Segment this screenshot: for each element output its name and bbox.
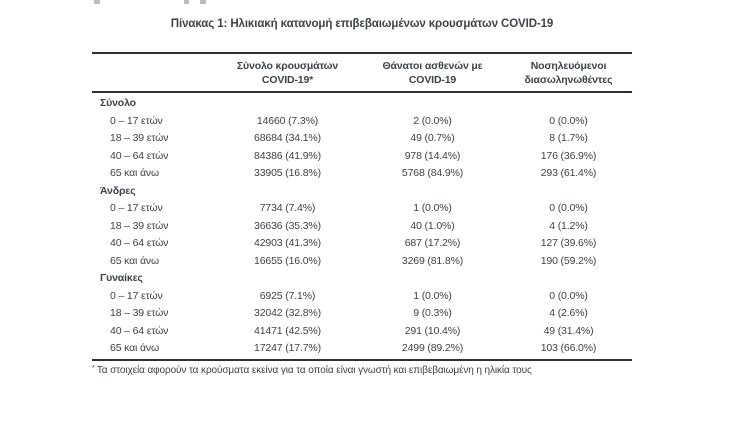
section-header-row-women: Γυναίκες [92, 270, 632, 288]
age-label: 18 – 39 ετών [110, 307, 169, 319]
section-label: Άνδρες [100, 184, 136, 197]
age-label: 40 – 64 ετών [110, 149, 169, 162]
age-label: 40 – 64 ετών [110, 237, 169, 249]
column-header-cases: Σύνολο κρουσμάτων COVID-19* [215, 59, 360, 87]
cut-off-text-fragment [200, 0, 206, 4]
deaths-value: 3269 (81.8%) [401, 254, 464, 267]
column-header-intubated: Νοσηλευόμενοι διασωληνωθέντες [505, 59, 632, 87]
cut-off-text-fragment [184, 0, 189, 4]
section-header-row-total: Σύνολο [92, 95, 632, 113]
cases-value: 68684 (34.1%) [254, 132, 321, 144]
table-row: 0 – 17 ετών 7734 (7.4%) 1 (0.0%) 0 (0.0%… [92, 200, 632, 218]
intubated-value: 0 (0.0%) [549, 202, 588, 214]
cases-value: 14660 (7.3%) [256, 114, 319, 127]
table-row: 18 – 39 ετών 32042 (32.8%) 9 (0.3%) 4 (2… [92, 305, 632, 323]
footnote-text: Τα στοιχεία αφορούν τα κρούσματα εκείνα … [96, 365, 532, 376]
column-header-line: Θάνατοι ασθενών με [382, 59, 483, 72]
table-row: 65 και άνω 16655 (16.0%) 3269 (81.8%) 19… [92, 253, 632, 271]
table-row: 0 – 17 ετών 14660 (7.3%) 2 (0.0%) 0 (0.0… [92, 113, 632, 131]
table-row: 65 και άνω 17247 (17.7%) 2499 (89.2%) 10… [92, 340, 632, 358]
deaths-value: 291 (10.4%) [404, 324, 461, 337]
age-label: 65 και άνω [110, 342, 160, 354]
age-label: 0 – 17 ετών [110, 202, 163, 214]
cases-value: 36636 (35.3%) [254, 219, 321, 232]
cases-value: 16655 (16.0%) [254, 254, 321, 267]
intubated-value: 49 (31.4%) [543, 324, 594, 337]
cases-value: 41471 (42.5%) [254, 324, 321, 337]
table-row: 65 και άνω 33905 (16.8%) 5768 (84.9%) 29… [92, 165, 632, 183]
deaths-value: 49 (0.7%) [410, 132, 455, 144]
table-body: Σύνολο 0 – 17 ετών 14660 (7.3%) 2 (0.0%)… [92, 93, 632, 361]
table-row: 18 – 39 ετών 68684 (34.1%) 49 (0.7%) 8 (… [92, 130, 632, 148]
section-label: Σύνολο [100, 97, 136, 109]
cases-value: 42903 (41.3%) [254, 237, 321, 249]
age-label: 0 – 17 ετών [110, 114, 163, 127]
cases-value: 33905 (16.8%) [254, 167, 321, 179]
table-row: 0 – 17 ετών 6925 (7.1%) 1 (0.0%) 0 (0.0%… [92, 288, 632, 306]
intubated-value: 4 (1.2%) [549, 219, 588, 232]
section-label: Γυναίκες [100, 272, 143, 284]
deaths-value: 978 (14.4%) [404, 149, 461, 162]
column-header-line: διασωληνωθέντες [524, 73, 613, 86]
table-row: 40 – 64 ετών 84386 (41.9%) 978 (14.4%) 1… [92, 148, 632, 166]
intubated-value: 293 (61.4%) [540, 167, 597, 179]
table-row: 40 – 64 ετών 42903 (41.3%) 687 (17.2%) 1… [92, 235, 632, 253]
deaths-value: 1 (0.0%) [413, 289, 452, 302]
column-header-line: COVID-19* [261, 73, 314, 86]
deaths-value: 9 (0.3%) [413, 307, 452, 319]
age-label: 0 – 17 ετών [110, 289, 163, 302]
column-header-line: Νοσηλευόμενοι [530, 59, 607, 72]
cases-value: 7734 (7.4%) [259, 202, 316, 214]
intubated-value: 190 (59.2%) [540, 254, 597, 267]
cases-value: 17247 (17.7%) [254, 342, 321, 354]
deaths-value: 1 (0.0%) [413, 202, 452, 214]
section-header-row-men: Άνδρες [92, 183, 632, 201]
age-label: 65 και άνω [110, 167, 160, 179]
age-label: 18 – 39 ετών [110, 219, 169, 232]
intubated-value: 176 (36.9%) [540, 149, 597, 162]
table-footnote: * Τα στοιχεία αφορούν τα κρούσματα εκείνα… [92, 361, 652, 378]
age-label: 40 – 64 ετών [110, 324, 169, 337]
table-header-row: Σύνολο κρουσμάτων COVID-19* Θάνατοι ασθε… [92, 52, 632, 93]
column-header-line: Σύνολο κρουσμάτων [236, 59, 339, 72]
deaths-value: 5768 (84.9%) [401, 167, 464, 179]
intubated-value: 4 (2.6%) [549, 307, 588, 319]
intubated-value: 103 (66.0%) [540, 342, 597, 354]
intubated-value: 0 (0.0%) [549, 289, 588, 302]
covid-age-table: Σύνολο κρουσμάτων COVID-19* Θάνατοι ασθε… [92, 52, 632, 361]
intubated-value: 127 (39.6%) [540, 237, 597, 249]
column-header-deaths: Θάνατοι ασθενών με COVID-19 [360, 59, 505, 87]
deaths-value: 687 (17.2%) [404, 237, 461, 249]
age-label: 18 – 39 ετών [110, 132, 169, 144]
deaths-value: 2 (0.0%) [413, 114, 452, 127]
table-row: 40 – 64 ετών 41471 (42.5%) 291 (10.4%) 4… [92, 323, 632, 341]
footnote-marker: * [92, 363, 95, 372]
intubated-value: 8 (1.7%) [549, 132, 588, 144]
cut-off-text-fragment [94, 0, 100, 4]
cases-value: 84386 (41.9%) [254, 149, 321, 162]
cases-value: 6925 (7.1%) [259, 289, 316, 302]
intubated-value: 0 (0.0%) [549, 114, 588, 127]
table-title: Πίνακας 1: Ηλικιακή κατανομή επιβεβαιωμέ… [170, 18, 554, 30]
age-label: 65 και άνω [110, 254, 160, 267]
column-header-line: COVID-19 [408, 73, 457, 86]
table-row: 18 – 39 ετών 36636 (35.3%) 40 (1.0%) 4 (… [92, 218, 632, 236]
deaths-value: 2499 (89.2%) [401, 342, 464, 354]
cases-value: 32042 (32.8%) [254, 307, 321, 319]
deaths-value: 40 (1.0%) [410, 219, 455, 232]
